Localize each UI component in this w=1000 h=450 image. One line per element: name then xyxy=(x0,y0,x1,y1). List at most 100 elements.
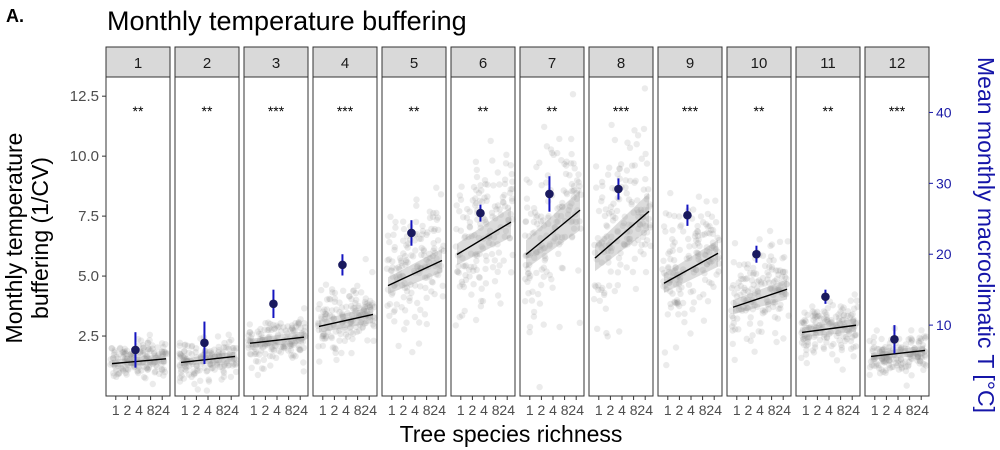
data-point xyxy=(902,358,909,365)
data-point xyxy=(179,353,186,360)
data-point xyxy=(569,233,576,240)
x-tick-label: 24 xyxy=(499,402,515,418)
data-point xyxy=(164,350,171,357)
data-point xyxy=(423,231,430,238)
data-point xyxy=(502,160,510,167)
data-point xyxy=(541,123,548,131)
trend-line-6 xyxy=(456,221,512,256)
data-point xyxy=(503,151,510,158)
data-point xyxy=(256,351,263,358)
data-point xyxy=(146,345,153,353)
data-point xyxy=(631,255,638,262)
data-point xyxy=(628,162,636,169)
data-point xyxy=(605,254,612,261)
data-point xyxy=(706,248,713,256)
data-point xyxy=(223,359,230,367)
data-point xyxy=(917,353,924,361)
data-point xyxy=(265,319,272,326)
data-point xyxy=(730,299,737,307)
data-point xyxy=(610,213,617,220)
data-point xyxy=(454,252,462,259)
data-point xyxy=(330,315,337,322)
data-point xyxy=(333,306,340,313)
data-point xyxy=(296,347,304,354)
data-point xyxy=(499,194,506,201)
trend-ribbon-1 xyxy=(112,353,166,368)
y-axis-left: 2.55.07.510.012.5 xyxy=(70,88,106,345)
data-point xyxy=(411,282,419,289)
data-point xyxy=(178,366,185,373)
trend-ribbon-4 xyxy=(319,306,373,333)
data-point xyxy=(462,262,470,269)
x-axis-title: Tree species richness xyxy=(400,421,623,447)
data-point xyxy=(827,319,834,327)
data-point xyxy=(523,195,531,202)
data-point xyxy=(755,277,763,284)
strip-5 xyxy=(381,46,447,78)
data-point xyxy=(598,259,606,266)
data-point xyxy=(620,240,627,248)
data-point xyxy=(464,205,471,213)
data-point xyxy=(713,271,720,278)
x-tick-label: 8 xyxy=(630,402,638,418)
panel-border-4 xyxy=(312,76,378,397)
data-point xyxy=(269,345,277,353)
data-point xyxy=(915,339,923,347)
data-point xyxy=(783,280,790,288)
data-point xyxy=(206,351,214,358)
data-point xyxy=(667,288,674,295)
data-point xyxy=(914,353,922,361)
data-point xyxy=(197,377,204,384)
data-point xyxy=(765,300,772,308)
data-point xyxy=(661,349,669,356)
data-point xyxy=(866,337,873,345)
data-point xyxy=(156,370,163,377)
data-point xyxy=(660,223,668,230)
data-point xyxy=(920,366,927,374)
data-point xyxy=(870,339,877,346)
x-tick-label: 4 xyxy=(894,402,902,418)
data-point xyxy=(478,243,485,250)
data-point xyxy=(268,326,275,334)
data-point xyxy=(890,363,897,371)
data-point xyxy=(492,215,499,222)
data-point xyxy=(624,139,631,146)
data-point xyxy=(140,363,147,370)
data-point xyxy=(176,339,184,346)
data-point xyxy=(606,164,613,171)
data-point xyxy=(465,266,473,274)
data-point xyxy=(477,303,485,310)
data-point xyxy=(686,254,693,262)
data-point xyxy=(185,371,193,378)
data-point xyxy=(155,351,162,358)
data-point xyxy=(292,327,299,334)
data-point xyxy=(414,299,421,307)
data-point xyxy=(336,337,343,344)
data-point xyxy=(923,362,930,369)
data-point xyxy=(295,321,302,328)
data-point xyxy=(641,241,649,248)
y-tick-label: 7.5 xyxy=(78,208,99,225)
data-point xyxy=(882,343,889,351)
data-point xyxy=(428,288,435,295)
data-point xyxy=(420,247,428,255)
facet-panel-1: 1**1 2 4 8 24 xyxy=(105,46,171,418)
data-point xyxy=(904,345,911,353)
data-point xyxy=(617,249,624,257)
data-point xyxy=(192,349,199,356)
data-point xyxy=(640,186,647,193)
data-point xyxy=(285,347,292,354)
data-point xyxy=(473,186,480,194)
data-point xyxy=(758,328,765,335)
data-point xyxy=(111,347,118,354)
data-point xyxy=(180,347,188,355)
data-point xyxy=(140,373,148,381)
data-point xyxy=(483,257,490,264)
data-point xyxy=(423,274,430,281)
data-point xyxy=(271,342,279,350)
x-tick-label: 2 xyxy=(331,402,339,418)
data-point xyxy=(321,315,328,323)
data-point xyxy=(144,354,151,361)
data-point xyxy=(407,223,414,230)
data-point xyxy=(533,214,540,221)
